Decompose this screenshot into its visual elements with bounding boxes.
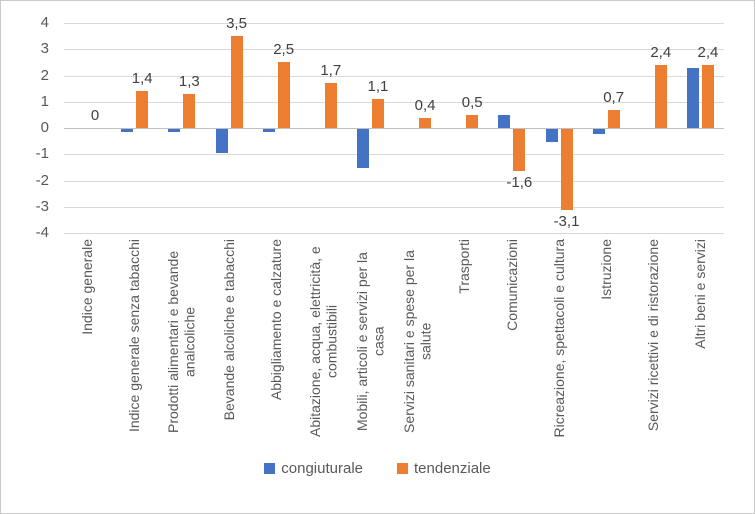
data-label-tendenziale: 1,1 bbox=[367, 78, 389, 96]
category-axis: Indice generale Indice generale senza tab… bbox=[64, 239, 724, 451]
y-tick-label: -1 bbox=[35, 145, 49, 163]
bar-congiuturale bbox=[356, 129, 369, 169]
category-label: Abitazione, acqua, elettricità, e combus… bbox=[306, 246, 340, 437]
bar-tendenziale bbox=[607, 109, 620, 128]
y-tick-label: 3 bbox=[40, 40, 49, 58]
bar-congiuturale bbox=[686, 67, 699, 128]
data-label-tendenziale: 3,5 bbox=[226, 15, 247, 33]
category-label: Bevande alcoliche e tabacchi bbox=[220, 239, 237, 421]
plot-area: 0 1,4 1,3 3,5 2,5 1,7 1,1 0,4 0,5 -1,6 -3,1 0,7 2,4 2… bbox=[64, 15, 724, 234]
legend-label-congiuturale: congiuturale bbox=[281, 460, 363, 477]
category-label: Prodotti alimentari e bevande analcolich… bbox=[165, 250, 198, 433]
y-tick-label: 4 bbox=[40, 14, 49, 31]
legend-item-congiuturale: congiuturale bbox=[264, 460, 363, 477]
y-tick-label: 1 bbox=[40, 92, 49, 110]
data-label-tendenziale: 0,5 bbox=[461, 93, 483, 111]
category-label: Istruzione bbox=[597, 239, 614, 300]
category-label: Altri beni e servizi bbox=[692, 239, 709, 349]
bar-congiuturale bbox=[592, 129, 605, 135]
category-label-cell: Comunicazioni bbox=[488, 239, 535, 451]
data-label-tendenziale: -3,1 bbox=[553, 213, 580, 231]
category-label-cell: Ricreazione, spettacoli e cultura bbox=[535, 239, 582, 451]
bar-tendenziale bbox=[560, 129, 573, 211]
bar-congiuturale bbox=[168, 129, 181, 132]
y-tick-label: -2 bbox=[35, 171, 49, 189]
category-label-cell: Istruzione bbox=[583, 239, 630, 451]
gridline bbox=[64, 206, 724, 208]
category-label-cell: Abitazione, acqua, elettricità, e combus… bbox=[300, 239, 347, 451]
data-label-tendenziale: 1,3 bbox=[178, 72, 200, 90]
legend-item-tendenziale: tendenziale bbox=[397, 460, 491, 477]
y-tick-label: -4 bbox=[35, 224, 49, 241]
bar-tendenziale bbox=[701, 65, 714, 128]
data-label-tendenziale: -1,6 bbox=[506, 174, 533, 191]
bar-tendenziale bbox=[183, 93, 196, 128]
category-label: Comunicazioni bbox=[503, 239, 520, 331]
bar-tendenziale bbox=[136, 91, 149, 128]
gridline bbox=[64, 23, 724, 24]
category-label-cell: Servizi sanitari e spese per la salute bbox=[394, 239, 441, 451]
data-label-tendenziale: 2,5 bbox=[273, 41, 295, 59]
category-label-cell: Abbigliamento e calzature bbox=[253, 239, 300, 451]
category-label-cell: Indice generale bbox=[64, 239, 111, 451]
bar-tendenziale bbox=[654, 65, 667, 128]
gridline bbox=[64, 154, 724, 156]
bar-tendenziale bbox=[466, 114, 479, 128]
y-tick-label: 0 bbox=[40, 119, 49, 136]
category-label: Abbigliamento e calzature bbox=[267, 239, 284, 401]
data-label-tendenziale: 2,4 bbox=[650, 44, 672, 61]
category-label: Mobili, articoli e servizi per la casa bbox=[353, 252, 387, 431]
bar-tendenziale bbox=[419, 117, 432, 128]
data-label-tendenziale: 0,4 bbox=[414, 96, 436, 114]
data-label-tendenziale: 2,4 bbox=[697, 44, 719, 61]
category-label: Servizi sanitari e spese per la salute bbox=[401, 250, 434, 433]
category-label-cell: Servizi ricettivi e di ristorazione bbox=[630, 239, 677, 451]
category-label: Ricreazione, spettacoli e cultura bbox=[550, 239, 567, 438]
data-label-tendenziale: 1,7 bbox=[320, 62, 342, 80]
bar-congiuturale bbox=[262, 129, 275, 132]
gridline bbox=[64, 75, 724, 77]
bar-tendenziale bbox=[513, 129, 526, 171]
data-label-tendenziale: 1,4 bbox=[131, 70, 153, 88]
gridline bbox=[64, 49, 724, 51]
y-tick-label: -3 bbox=[35, 197, 49, 215]
category-label: Servizi ricettivi e di ristorazione bbox=[645, 239, 661, 432]
legend: congiuturale tendenziale bbox=[1, 460, 754, 477]
gridline bbox=[64, 101, 724, 103]
bar-congiuturale bbox=[545, 129, 558, 143]
bar-tendenziale bbox=[230, 36, 243, 128]
bar-tendenziale bbox=[277, 62, 290, 128]
bar-tendenziale bbox=[324, 83, 337, 128]
data-label-tendenziale: 0 bbox=[90, 107, 100, 124]
data-label-tendenziale: 0,7 bbox=[603, 88, 625, 106]
legend-swatch-congiuturale-icon bbox=[264, 463, 276, 474]
zero-gridline bbox=[64, 128, 724, 129]
bar-congiuturale bbox=[498, 114, 511, 128]
y-tick-label: 2 bbox=[40, 66, 49, 84]
category-label-cell: Indice generale senza tabacchi bbox=[111, 239, 158, 451]
gridline bbox=[64, 233, 724, 234]
legend-swatch-tendenziale-icon bbox=[397, 463, 408, 474]
category-label-cell: Prodotti alimentari e bevande analcolich… bbox=[158, 239, 205, 451]
legend-label-tendenziale: tendenziale bbox=[414, 460, 491, 477]
bar-tendenziale bbox=[371, 99, 384, 128]
category-label-cell: Bevande alcoliche e tabacchi bbox=[205, 239, 252, 451]
gridline bbox=[64, 180, 724, 182]
category-label-cell: Mobili, articoli e servizi per la casa bbox=[347, 239, 394, 451]
category-label: Trasporti bbox=[456, 239, 473, 294]
bar-congiuturale bbox=[215, 129, 228, 153]
bar-congiuturale bbox=[121, 129, 134, 132]
category-label: Indice generale senza tabacchi bbox=[126, 239, 143, 433]
category-label: Indice generale bbox=[79, 239, 96, 335]
category-label-cell: Altri beni e servizi bbox=[677, 239, 724, 451]
category-label-cell: Trasporti bbox=[441, 239, 488, 451]
